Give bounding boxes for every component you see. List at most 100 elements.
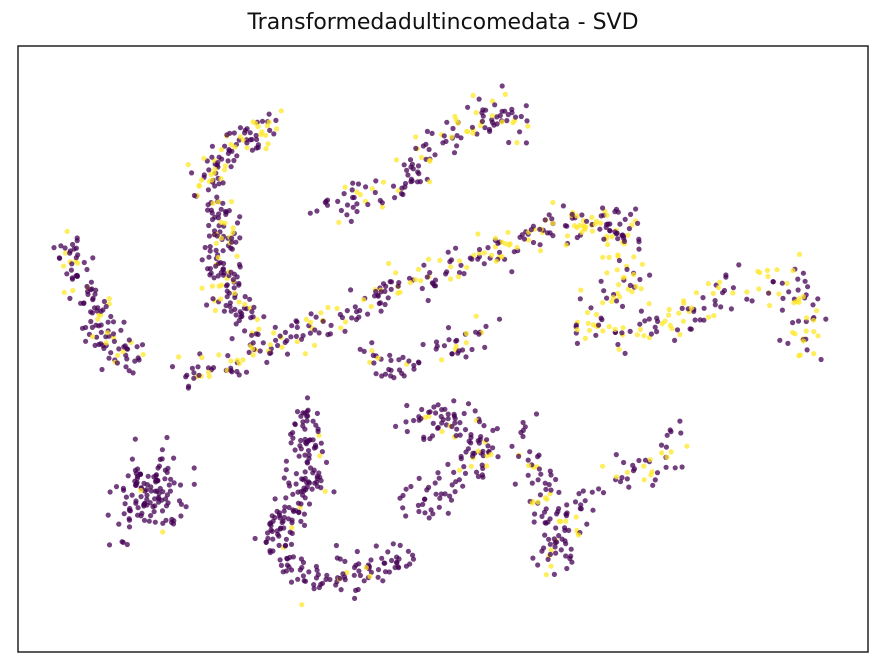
scatter-point: [631, 271, 637, 277]
scatter-point: [568, 546, 574, 552]
scatter-point: [593, 311, 600, 318]
scatter-point: [234, 220, 241, 226]
scatter-point: [525, 123, 531, 129]
scatter-point: [430, 281, 436, 287]
scatter-point: [220, 180, 226, 186]
scatter-point: [136, 357, 142, 363]
scatter-point: [105, 512, 111, 518]
scatter-point: [324, 572, 330, 579]
scatter-point: [325, 304, 331, 311]
scatter-point: [526, 462, 532, 469]
scatter-point: [319, 449, 325, 455]
scatter-point: [163, 496, 169, 502]
scatter-point: [167, 488, 173, 494]
scatter-point: [74, 273, 80, 279]
scatter-point: [421, 434, 427, 440]
scatter-point: [164, 434, 170, 441]
scatter-point: [458, 135, 464, 141]
scatter-point: [61, 263, 67, 269]
scatter-point: [414, 179, 421, 185]
scatter-point: [548, 472, 554, 478]
scatter-point: [521, 236, 528, 242]
scatter-point: [208, 171, 214, 177]
scatter-point: [75, 252, 81, 258]
scatter-point: [211, 275, 217, 281]
scatter-point: [553, 550, 559, 556]
scatter-point: [133, 500, 139, 506]
scatter-point: [613, 452, 619, 458]
scatter-point: [124, 541, 130, 548]
scatter-point: [378, 289, 384, 295]
scatter-point: [612, 326, 618, 332]
scatter-point: [144, 492, 150, 498]
scatter-point: [419, 285, 425, 292]
scatter-point: [143, 487, 150, 493]
scatter-point: [365, 201, 371, 208]
scatter-point: [615, 341, 621, 348]
scatter-point: [103, 334, 109, 340]
scatter-point: [390, 541, 396, 547]
scatter-point: [577, 296, 583, 302]
scatter-point: [560, 203, 567, 209]
scatter-point: [230, 225, 236, 231]
scatter-point: [542, 532, 548, 538]
scatter-point: [405, 548, 411, 554]
scatter-point: [445, 411, 451, 417]
scatter-point: [388, 279, 395, 285]
scatter-point: [400, 354, 406, 360]
scatter-point: [462, 470, 469, 476]
scatter-point: [233, 321, 239, 327]
scatter-point: [125, 473, 131, 479]
scatter-point: [599, 317, 605, 323]
scatter-point: [600, 300, 606, 306]
scatter-point: [435, 470, 441, 476]
scatter-point: [126, 507, 132, 513]
scatter-point: [314, 410, 320, 416]
scatter-point: [314, 567, 320, 573]
scatter-point: [564, 565, 570, 572]
scatter-point: [681, 300, 687, 306]
scatter-point: [584, 218, 590, 224]
scatter-point: [636, 457, 642, 464]
scatter-point: [253, 145, 260, 151]
scatter-point: [636, 246, 642, 252]
scatter-point: [356, 568, 362, 574]
scatter-point: [282, 542, 289, 548]
scatter-point: [525, 237, 532, 243]
scatter-point: [255, 331, 261, 337]
scatter-point: [153, 473, 159, 479]
scatter-point: [475, 231, 481, 237]
scatter-point: [289, 530, 295, 537]
scatter-point: [275, 342, 281, 349]
scatter-point: [601, 236, 607, 242]
scatter-point: [223, 211, 229, 217]
scatter-point: [494, 426, 500, 432]
scatter-point: [70, 287, 76, 294]
scatter-point: [229, 235, 235, 241]
scatter-point: [301, 488, 307, 494]
scatter-point: [228, 358, 234, 364]
scatter-point: [67, 250, 73, 256]
scatter-point: [389, 557, 395, 564]
scatter-point: [342, 184, 348, 190]
scatter-point: [637, 326, 644, 333]
scatter-point: [605, 241, 611, 248]
scatter-point: [311, 586, 317, 592]
scatter-point: [227, 300, 233, 306]
scatter-point: [286, 480, 292, 486]
scatter-point: [357, 572, 363, 579]
scatter-point: [283, 458, 289, 464]
scatter-point: [385, 549, 391, 555]
scatter-point: [338, 325, 344, 331]
scatter-point: [319, 580, 326, 586]
scatter-point: [234, 253, 240, 259]
scatter-point: [562, 527, 568, 534]
scatter-point: [514, 244, 520, 251]
scatter-point: [120, 349, 126, 355]
scatter-point: [249, 346, 256, 352]
scatter-point: [293, 481, 299, 487]
scatter-point: [206, 254, 212, 260]
scatter-point: [339, 314, 345, 321]
scatter-point: [518, 429, 524, 436]
